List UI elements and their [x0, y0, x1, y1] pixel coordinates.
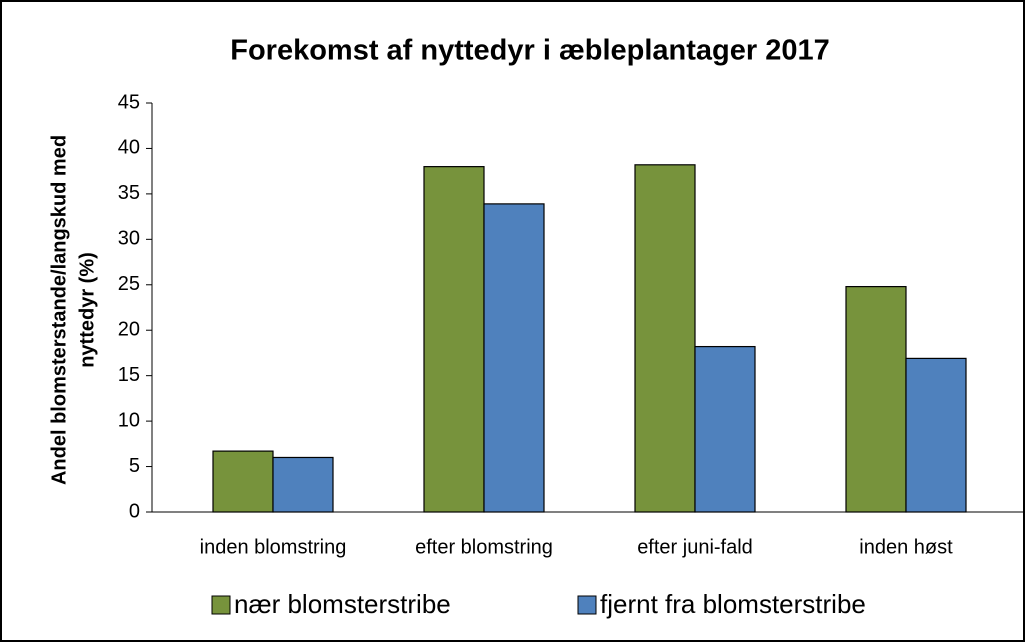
bar	[905, 357, 967, 513]
bar	[483, 203, 545, 513]
y-tick-label: 40	[118, 137, 140, 159]
y-tick-label: 25	[118, 273, 140, 295]
bar	[694, 345, 756, 513]
y-axis-label: Andel blomsterstande/langskud med nytted…	[48, 135, 98, 485]
legend-swatch	[211, 595, 231, 615]
y-tick-label: 5	[129, 455, 140, 477]
legend-label: fjernt fra blomsterstribe	[600, 589, 866, 619]
bar	[272, 456, 334, 513]
y-axis-label-line: nyttedyr (%)	[76, 252, 98, 368]
x-tick-label: inden blomstring	[200, 536, 347, 558]
y-axis-label-line: Andel blomsterstande/langskud med	[48, 135, 70, 485]
y-tick-label: 20	[118, 319, 140, 341]
y-tick-label: 45	[118, 91, 140, 113]
legend-label: nær blomsterstribe	[234, 589, 451, 619]
y-tick-label: 0	[129, 500, 140, 522]
chart-title: Forekomst af nyttedyr i æbleplantager 20…	[230, 35, 830, 67]
legend-swatch	[577, 595, 597, 615]
bar	[845, 285, 907, 513]
y-tick-label: 15	[118, 364, 140, 386]
y-tick-label: 35	[118, 182, 140, 204]
x-tick-label: inden høst	[859, 536, 953, 558]
y-tick-label: 10	[118, 409, 140, 431]
y-tick-label: 30	[118, 228, 140, 250]
x-tick-label: efter blomstring	[415, 536, 553, 558]
bar	[423, 166, 485, 513]
bar	[212, 450, 274, 513]
x-tick-label: efter juni-fald	[637, 536, 753, 558]
bar	[634, 164, 696, 513]
